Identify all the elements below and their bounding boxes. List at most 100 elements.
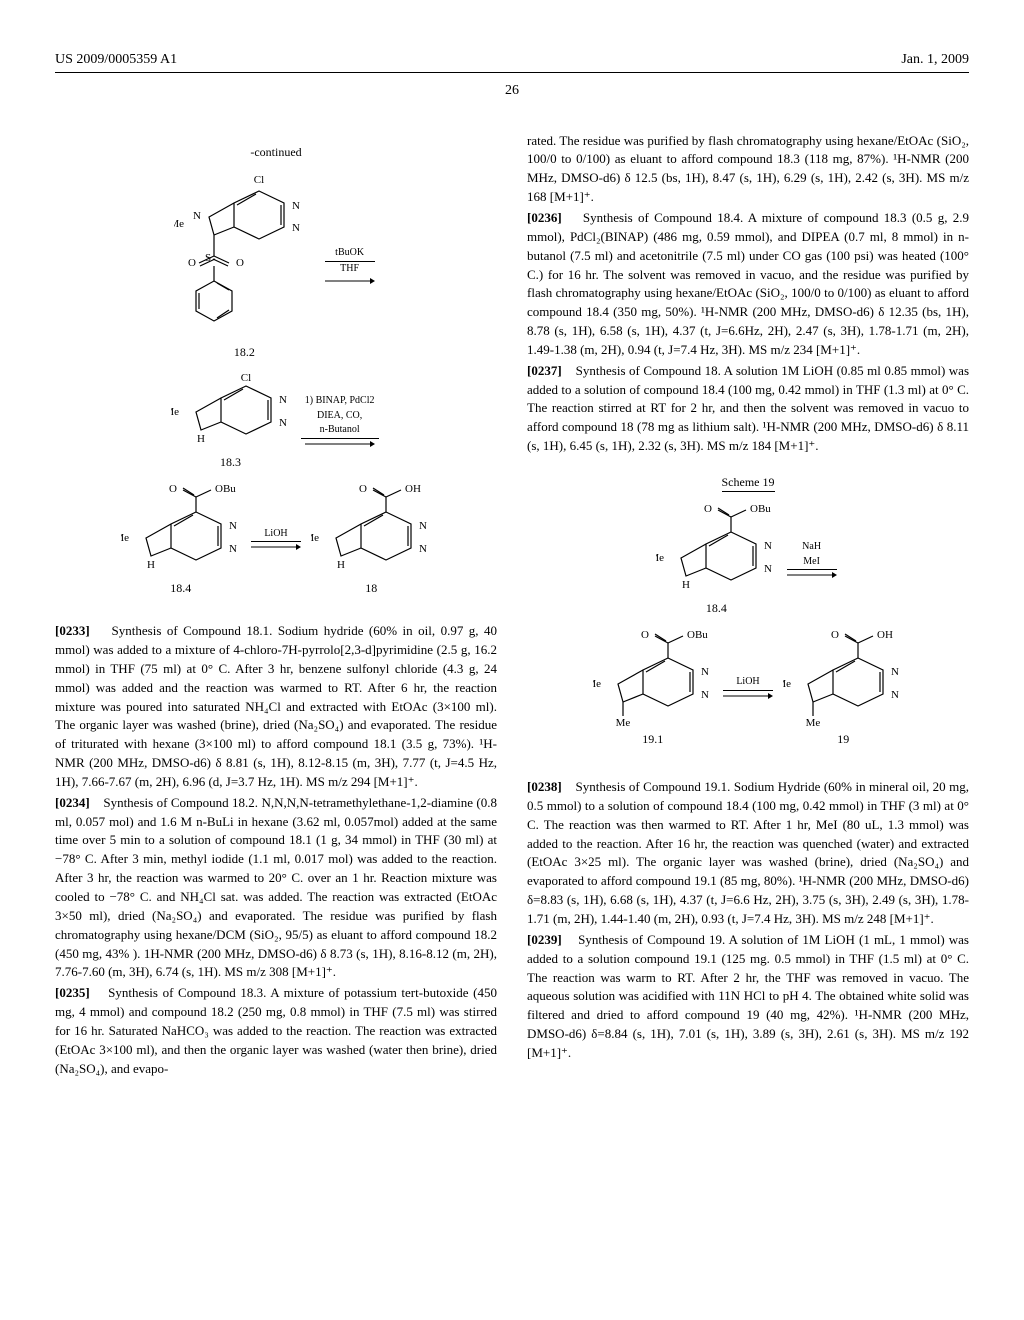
para-num: [0235]	[55, 985, 90, 1000]
arrow-191-to-19: LiOH	[723, 675, 773, 701]
svg-text:O: O	[641, 629, 649, 641]
label-18-2: 18.2	[174, 344, 314, 361]
label-18-4: 18.4	[121, 580, 241, 597]
chem-structure-svg: O OH N N H Me	[311, 482, 431, 577]
svg-text:N: N	[701, 666, 709, 678]
para-num: [0233]	[55, 623, 90, 638]
chem-structure-svg: O OBu N N Me Me	[593, 628, 713, 728]
svg-text:O: O	[359, 483, 367, 495]
right-column: rated. The residue was purified by flash…	[527, 132, 969, 1081]
svg-text:N: N	[764, 540, 772, 552]
svg-text:N: N	[292, 200, 300, 212]
arrow-18-4-to-18: LiOH	[251, 527, 301, 553]
structure-19-1: O OBu N N Me Me 19.1	[593, 628, 713, 748]
label-18-3: 18.3	[171, 454, 291, 471]
label-19: 19	[783, 731, 903, 748]
scheme-18-continued: -continued	[55, 144, 497, 603]
svg-text:Me: Me	[311, 532, 319, 544]
svg-text:N: N	[419, 520, 427, 532]
paragraph-0236: [0236] Synthesis of Compound 18.4. A mix…	[527, 209, 969, 360]
structure-18-3: Cl N N H Me 18.3	[171, 371, 291, 471]
scheme-19: Scheme 19 O OBu	[527, 468, 969, 758]
structure-18-2: Cl N N N Me O O S 18.2	[174, 171, 314, 361]
svg-text:O: O	[169, 483, 177, 495]
svg-text:O: O	[188, 257, 196, 269]
svg-text:Me: Me	[121, 532, 129, 544]
svg-text:OBu: OBu	[750, 503, 771, 515]
svg-text:Me: Me	[171, 406, 179, 418]
para-text: Synthesis of Compound 18.2. N,N,N,N-tetr…	[55, 795, 497, 980]
chem-structure-svg: O OBu N N H Me	[121, 482, 241, 577]
structure-18-4b: O OBu N N H Me 18.4	[656, 502, 776, 617]
structure-18: O OH N N H Me 18	[311, 482, 431, 597]
svg-text:O: O	[704, 503, 712, 515]
paragraph-0234: [0234] Synthesis of Compound 18.2. N,N,N…	[55, 794, 497, 982]
svg-text:H: H	[197, 433, 205, 445]
para-text: Synthesis of Compound 18.3. A mixture of…	[55, 985, 497, 1075]
svg-text:N: N	[229, 543, 237, 555]
paragraph-0235-cont: rated. The residue was purified by flash…	[527, 132, 969, 207]
para-text: rated. The residue was purified by flash…	[527, 133, 969, 205]
svg-text:Me: Me	[174, 218, 184, 230]
para-text: Synthesis of Compound 19.1. Sodium Hydri…	[527, 779, 969, 926]
para-num: [0238]	[527, 779, 562, 794]
svg-text:H: H	[147, 559, 155, 571]
svg-text:H: H	[682, 579, 690, 591]
svg-text:N: N	[279, 417, 287, 429]
paragraph-0235: [0235] Synthesis of Compound 18.3. A mix…	[55, 984, 497, 1078]
svg-text:N: N	[701, 689, 709, 701]
para-text: Synthesis of Compound 18. A solution 1M …	[527, 363, 969, 453]
label-18: 18	[311, 580, 431, 597]
patent-date: Jan. 1, 2009	[901, 50, 969, 70]
paragraph-0237: [0237] Synthesis of Compound 18. A solut…	[527, 362, 969, 456]
svg-text:O: O	[831, 629, 839, 641]
arrow-184-to-191: NaH MeI	[787, 540, 837, 580]
chem-structure-svg: O OH N N Me Me	[783, 628, 903, 728]
arrow-18-3-to-18-4: 1) BINAP, PdCl2 DIEA, CO, n-Butanol	[301, 394, 379, 449]
svg-text:N: N	[279, 394, 287, 406]
svg-text:Me: Me	[615, 717, 630, 728]
paragraph-0233: [0233] Synthesis of Compound 18.1. Sodiu…	[55, 622, 497, 792]
svg-text:Me: Me	[656, 552, 664, 564]
svg-text:Cl: Cl	[240, 372, 250, 384]
chem-structure-svg: Cl N N H Me	[171, 371, 291, 451]
left-column: -continued	[55, 132, 497, 1081]
continued-label: -continued	[55, 144, 497, 161]
svg-text:N: N	[419, 543, 427, 555]
arrow-18-2-to-18-3: tBuOK THF	[325, 246, 375, 286]
para-text: Synthesis of Compound 18.4. A mixture of…	[527, 210, 969, 357]
paragraph-0239: [0239] Synthesis of Compound 19. A solut…	[527, 931, 969, 1063]
svg-text:O: O	[236, 257, 244, 269]
svg-text:Me: Me	[783, 678, 791, 690]
page-number: 26	[55, 81, 969, 101]
svg-text:OBu: OBu	[215, 483, 236, 495]
label-19-1: 19.1	[593, 731, 713, 748]
svg-text:Cl: Cl	[254, 174, 264, 186]
patent-number: US 2009/0005359 A1	[55, 50, 177, 70]
svg-text:N: N	[292, 222, 300, 234]
paragraph-0238: [0238] Synthesis of Compound 19.1. Sodiu…	[527, 778, 969, 929]
svg-text:OH: OH	[877, 629, 893, 641]
svg-text:H: H	[337, 559, 345, 571]
svg-text:N: N	[229, 520, 237, 532]
svg-text:Me: Me	[806, 717, 821, 728]
svg-text:Me: Me	[593, 678, 601, 690]
label-18-4b: 18.4	[656, 600, 776, 617]
scheme-19-title: Scheme 19	[722, 474, 775, 492]
para-num: [0236]	[527, 210, 562, 225]
page-header: US 2009/0005359 A1 Jan. 1, 2009	[55, 50, 969, 73]
chem-structure-svg: O OBu N N H Me	[656, 502, 776, 597]
para-num: [0234]	[55, 795, 90, 810]
structure-19: O OH N N Me Me 19	[783, 628, 903, 748]
svg-text:OH: OH	[405, 483, 421, 495]
svg-text:N: N	[891, 666, 899, 678]
svg-text:S: S	[205, 252, 211, 264]
svg-text:N: N	[764, 563, 772, 575]
svg-text:N: N	[193, 210, 201, 222]
chem-structure-svg: Cl N N N Me O O S	[174, 171, 314, 341]
content-columns: -continued	[55, 132, 969, 1081]
svg-text:OBu: OBu	[687, 629, 708, 641]
para-num: [0237]	[527, 363, 562, 378]
para-num: [0239]	[527, 932, 562, 947]
structure-18-4: O OBu N N H Me 18.4	[121, 482, 241, 597]
